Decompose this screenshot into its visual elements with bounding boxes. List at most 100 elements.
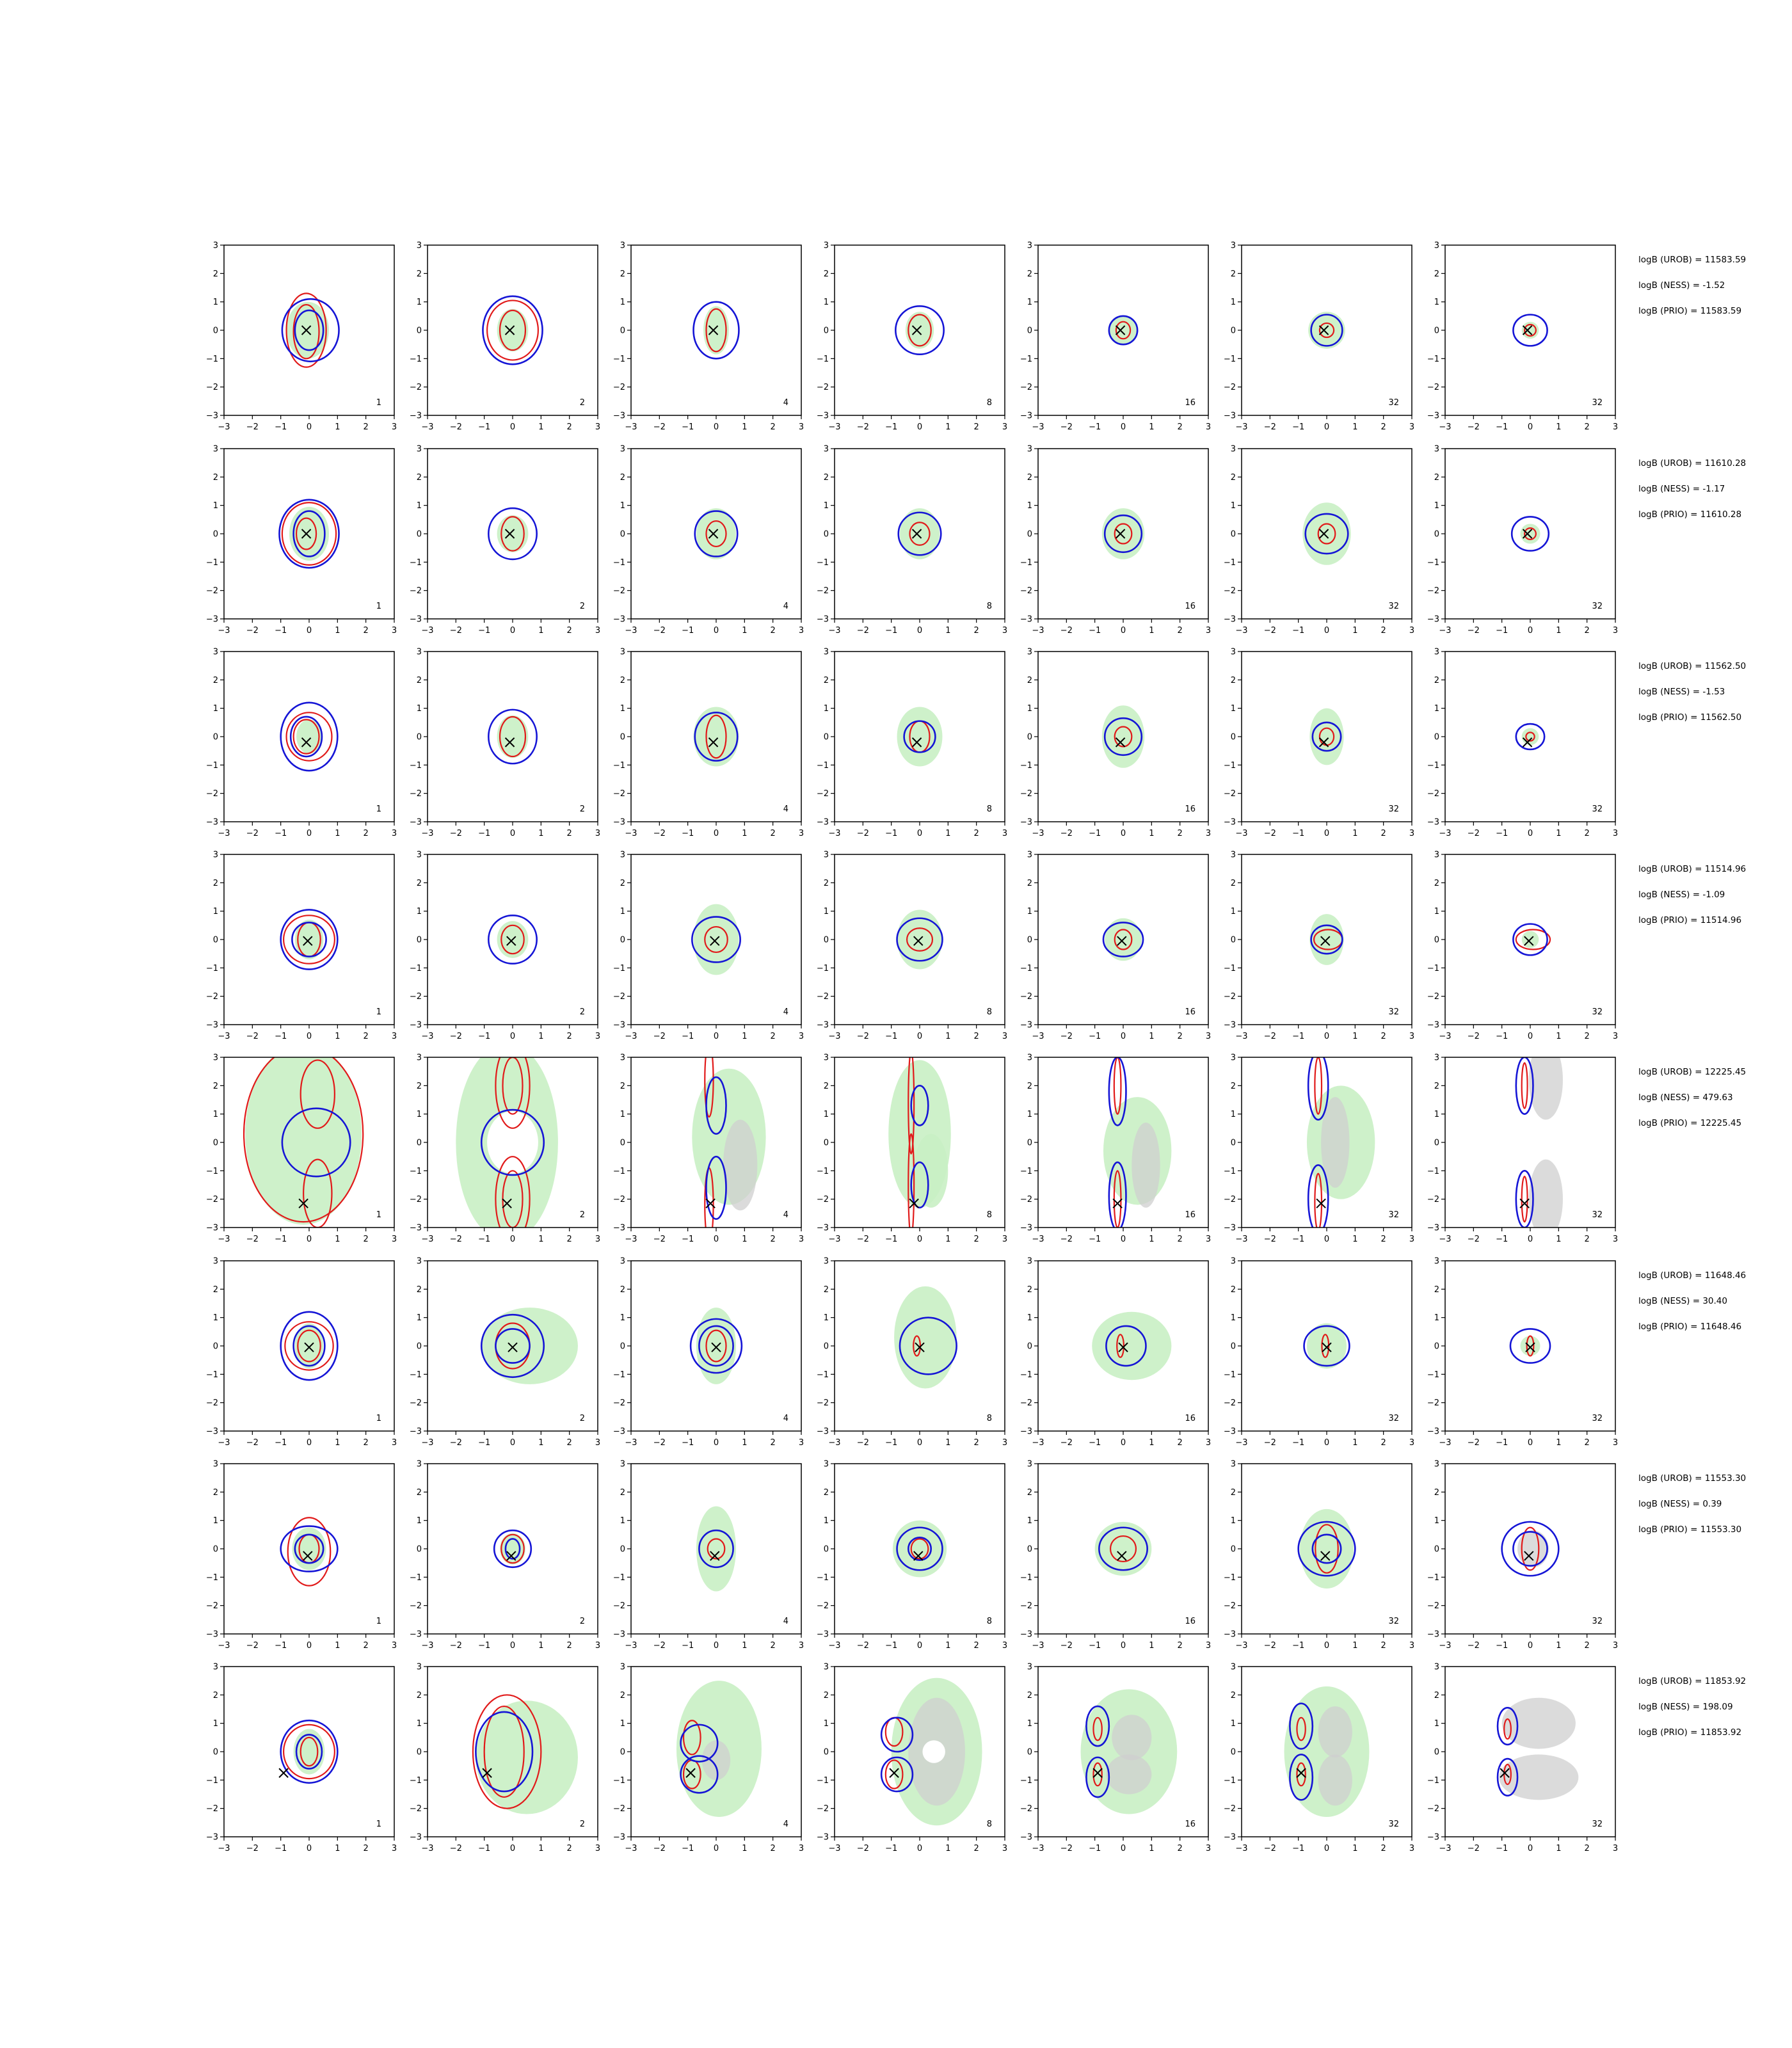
y-tick-label: 0 xyxy=(824,936,829,945)
panel-plot-area xyxy=(280,909,339,970)
x-tick-label: −2 xyxy=(1060,626,1073,636)
y-tick-label: −2 xyxy=(206,1804,218,1814)
y-tick-label: −2 xyxy=(1427,1804,1439,1814)
x-tick-label: 1 xyxy=(538,1235,543,1244)
panel-plot-area xyxy=(1496,1697,1579,1800)
x-tick-label: 1 xyxy=(742,829,747,838)
y-tick-label: 3 xyxy=(1231,241,1236,251)
y-tick-label: 1 xyxy=(620,1719,625,1729)
red-contour-line xyxy=(1115,321,1132,340)
point-marker xyxy=(1318,325,1329,335)
red-contour-line xyxy=(910,1538,929,1560)
y-tick-label: −2 xyxy=(817,1195,829,1204)
density-fill xyxy=(1308,312,1345,349)
x-tick-label: −1 xyxy=(1089,1641,1101,1651)
contour-panel: −3−3 −2 −2 −1 −1 0 0 1 1 2 2 3 3 8 xyxy=(817,1257,1007,1448)
blue-contour-line xyxy=(689,1318,743,1374)
y-tick-label: −1 xyxy=(1427,964,1439,973)
x-tick-label: −2 xyxy=(1468,1235,1480,1244)
x-tick-label: −2 xyxy=(246,626,259,636)
x-tick-label: 0 xyxy=(714,1641,719,1651)
logb-ness-text: logB (NESS) = -1.52 xyxy=(1638,280,1725,291)
y-tick-label: 3 xyxy=(1027,1460,1032,1469)
point-marker xyxy=(506,1551,516,1561)
x-tick-label: 2 xyxy=(1381,1641,1386,1651)
y-tick-label: 2 xyxy=(417,1285,422,1295)
y-tick-label: 2 xyxy=(824,1082,829,1091)
y-tick-label: 2 xyxy=(1231,1082,1236,1091)
y-tick-label: 3 xyxy=(824,851,829,860)
point-marker-stroke xyxy=(1525,1342,1535,1352)
y-tick-label: −3 xyxy=(613,1427,625,1437)
x-tick-label: 3 xyxy=(799,829,804,838)
y-tick-label: 2 xyxy=(417,473,422,483)
x-tick-label: −1 xyxy=(1496,1235,1508,1244)
x-tick-label: −2 xyxy=(1468,1438,1480,1448)
x-tick-label: 3 xyxy=(1002,1641,1007,1651)
y-tick-label: −2 xyxy=(613,383,625,392)
y-tick-label: 2 xyxy=(1434,1691,1439,1700)
y-tick-label: 1 xyxy=(213,1313,218,1323)
x-tick-label: 1 xyxy=(335,1641,340,1651)
y-tick-label: −2 xyxy=(1020,1195,1032,1204)
y-tick-label: 2 xyxy=(1434,1285,1439,1295)
x-tick-label: −2 xyxy=(857,829,869,838)
x-tick-label: 0 xyxy=(1121,1844,1126,1853)
x-tick-label: −3 xyxy=(625,1844,637,1853)
x-tick-label: −3 xyxy=(1032,1844,1044,1853)
y-tick-label: −2 xyxy=(817,1804,829,1814)
y-tick-label: −3 xyxy=(1427,412,1439,421)
y-tick-label: 0 xyxy=(1434,1139,1439,1148)
y-tick-label: −3 xyxy=(1427,1224,1439,1233)
x-tick-label: −2 xyxy=(1264,626,1276,636)
y-tick-label: −3 xyxy=(1427,1630,1439,1640)
y-tick-label: 0 xyxy=(213,1748,218,1757)
y-tick-label: 1 xyxy=(824,704,829,714)
point-marker xyxy=(915,1342,925,1352)
x-tick-label: −1 xyxy=(1089,626,1101,636)
x-tick-label: 2 xyxy=(974,1032,979,1041)
y-tick-label: 2 xyxy=(417,1691,422,1700)
x-tick-label: 1 xyxy=(335,1235,340,1244)
y-tick-label: 3 xyxy=(1027,1053,1032,1063)
x-tick-label: −1 xyxy=(275,1438,287,1448)
x-tick-label: 3 xyxy=(1613,829,1618,838)
y-tick-label: 2 xyxy=(824,879,829,888)
red-contour-line xyxy=(1113,1057,1122,1115)
contour-panel: −3 −3 −2 −2 −1 −1 0 0 1 1 2 2 3 3 32 xyxy=(1224,851,1414,1042)
y-tick-label: 1 xyxy=(1231,298,1236,307)
x-tick-label: 1 xyxy=(1149,1641,1154,1651)
x-tick-label: 0 xyxy=(307,1844,312,1853)
y-tick-label: 0 xyxy=(213,1545,218,1555)
x-tick-label: −2 xyxy=(450,1641,462,1651)
x-tick-label: 0 xyxy=(510,626,515,636)
x-tick-label: 2 xyxy=(364,1438,369,1448)
blue-contour-line xyxy=(292,1325,326,1367)
panel-plot-area xyxy=(278,499,340,569)
y-tick-label: −1 xyxy=(1020,761,1032,771)
point-marker xyxy=(705,1198,716,1209)
y-tick-label: −2 xyxy=(1427,383,1439,392)
y-tick-label: 2 xyxy=(213,879,218,888)
density-fill-gray xyxy=(1318,1754,1352,1806)
density-fill-gray xyxy=(1517,1530,1549,1567)
x-tick-label: −1 xyxy=(1496,1641,1508,1651)
y-tick-label: −3 xyxy=(1020,1224,1032,1233)
x-tick-label: 0 xyxy=(917,422,922,432)
panel-column-label: 8 xyxy=(987,1820,992,1829)
x-tick-label: −2 xyxy=(1264,422,1276,432)
y-tick-label: −1 xyxy=(1427,1573,1439,1583)
y-tick-label: 1 xyxy=(824,1313,829,1323)
y-tick-label: 3 xyxy=(1027,1257,1032,1267)
x-tick-label: −3 xyxy=(625,626,637,636)
panel-plot-area xyxy=(692,1057,766,1228)
y-tick-label: −3 xyxy=(613,1224,625,1233)
panel-column-label: 32 xyxy=(1388,1007,1399,1017)
y-tick-label: −1 xyxy=(410,1370,422,1380)
x-tick-label: 0 xyxy=(714,1438,719,1448)
y-tick-label: 1 xyxy=(1027,1719,1032,1729)
panel-column-label: 32 xyxy=(1592,1414,1603,1423)
x-tick-label: 0 xyxy=(1324,1032,1329,1041)
x-tick-label: 3 xyxy=(392,422,397,432)
point-marker xyxy=(303,936,313,946)
